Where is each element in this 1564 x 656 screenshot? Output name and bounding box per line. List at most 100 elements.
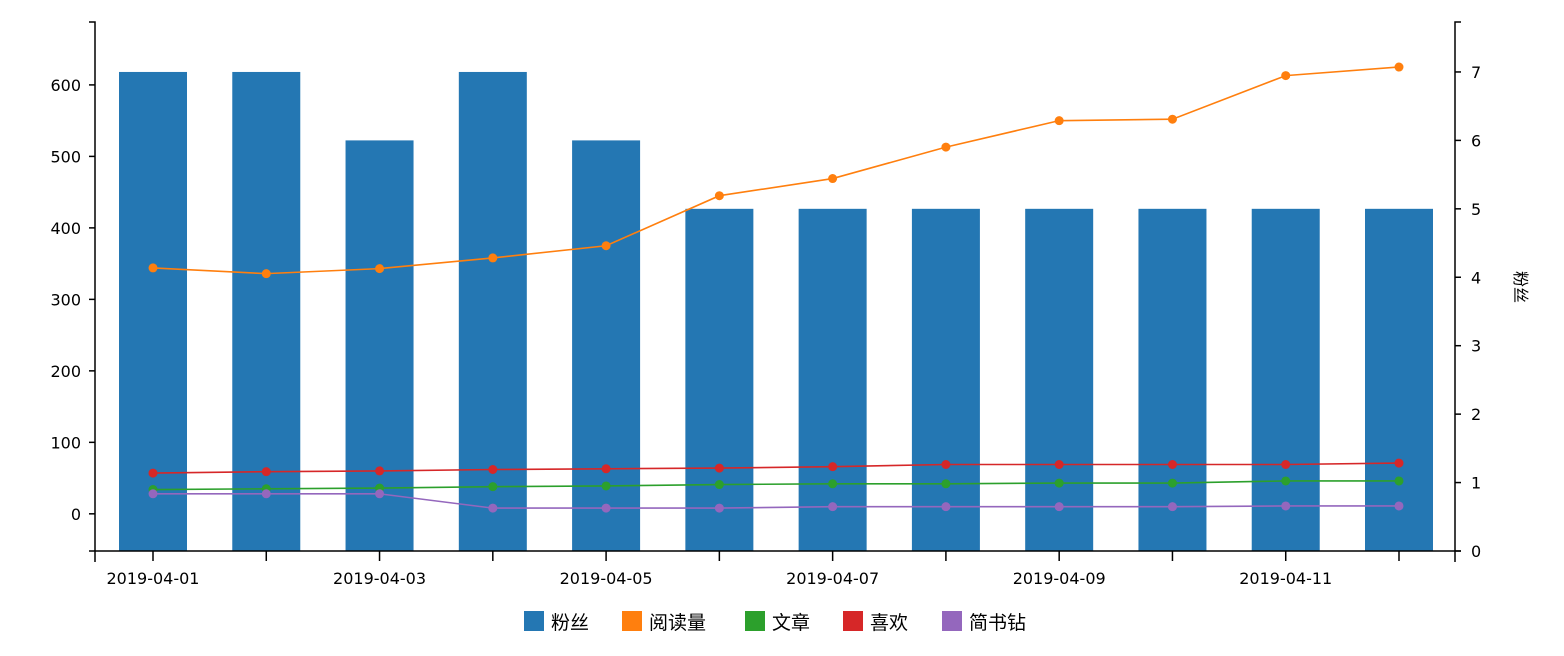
left-tick: 400 xyxy=(50,219,95,238)
tick-label: 6 xyxy=(1471,131,1481,150)
bar xyxy=(1365,208,1433,551)
data-point xyxy=(375,489,385,499)
tick-label: 100 xyxy=(50,433,81,452)
data-point xyxy=(1167,502,1177,512)
data-point xyxy=(261,269,271,279)
bar xyxy=(232,71,301,551)
right-tick: 1 xyxy=(1455,474,1481,493)
data-point xyxy=(1054,478,1064,488)
legend-item: 文章 xyxy=(745,611,810,634)
tick-label: 2 xyxy=(1471,405,1481,424)
legend-item: 喜欢 xyxy=(843,611,908,634)
tick-label: 0 xyxy=(1471,542,1481,561)
tick-label: 2019-04-05 xyxy=(560,569,653,588)
data-point xyxy=(1394,62,1404,72)
x-tick: 2019-04-09 xyxy=(1013,551,1106,588)
right-axis-line xyxy=(1454,21,1461,552)
lines-layer xyxy=(148,62,1404,513)
data-point xyxy=(148,263,158,273)
tick-label: 1 xyxy=(1471,474,1481,493)
data-point xyxy=(828,479,838,489)
legend-item: 粉丝 xyxy=(524,611,589,634)
data-point xyxy=(1281,476,1291,486)
legend-swatch xyxy=(745,611,765,631)
data-point xyxy=(1054,502,1064,512)
series-line xyxy=(152,462,1400,474)
bar xyxy=(345,140,414,552)
left-axis-line xyxy=(89,21,96,552)
legend: 粉丝 阅读量 文章 喜欢 简书钻 xyxy=(524,611,1026,634)
left-tick: 600 xyxy=(50,76,95,95)
bar xyxy=(119,71,187,551)
data-point xyxy=(375,264,385,274)
data-point xyxy=(601,503,611,513)
data-point xyxy=(828,174,838,184)
data-point xyxy=(1394,476,1404,486)
data-point xyxy=(148,489,158,499)
tick-label: 3 xyxy=(1471,337,1481,356)
tick-label: 7 xyxy=(1471,63,1481,82)
tick-label: 0 xyxy=(71,505,81,524)
x-tick: 2019-04-07 xyxy=(786,551,879,588)
tick-label: 400 xyxy=(50,219,81,238)
left-tick: 0 xyxy=(71,505,95,524)
x-tick: 2019-04-03 xyxy=(333,551,426,588)
x-tick: 2019-04-05 xyxy=(560,551,653,588)
data-point xyxy=(1394,501,1404,511)
data-point xyxy=(941,460,951,470)
left-tick: 300 xyxy=(50,290,95,309)
data-point xyxy=(261,489,271,499)
axes-layer: 0 100 200 300 400 500 600 0 1 2 3 4 5 6 7 2019-04-01 201… xyxy=(50,21,1481,588)
legend-label: 文章 xyxy=(772,612,810,634)
tick-label: 2019-04-11 xyxy=(1239,569,1332,588)
data-point xyxy=(1167,460,1177,470)
legend-item: 阅读量 xyxy=(622,611,706,634)
data-point xyxy=(828,462,838,472)
data-point xyxy=(601,241,611,251)
bars-layer xyxy=(119,71,1433,552)
data-point xyxy=(488,465,498,475)
data-point xyxy=(1167,478,1177,488)
legend-label: 喜欢 xyxy=(870,612,908,634)
data-point xyxy=(1054,460,1064,470)
x-tick: 2019-04-01 xyxy=(107,551,199,588)
right-tick: 5 xyxy=(1455,200,1481,219)
legend-swatch xyxy=(843,611,863,631)
right-tick: 6 xyxy=(1455,131,1481,150)
data-point xyxy=(941,142,951,152)
data-point xyxy=(488,503,498,513)
data-point xyxy=(1054,116,1064,126)
tick-label: 2019-04-07 xyxy=(786,569,879,588)
bar xyxy=(911,208,980,551)
bar xyxy=(1138,208,1207,551)
tick-label: 500 xyxy=(50,147,81,166)
data-point xyxy=(1281,71,1291,81)
tick-label: 5 xyxy=(1471,200,1481,219)
legend-swatch xyxy=(942,611,962,631)
tick-label: 2019-04-03 xyxy=(333,569,426,588)
data-point xyxy=(828,502,838,512)
data-point xyxy=(714,463,724,473)
tick-label: 4 xyxy=(1471,268,1481,287)
tick-label: 200 xyxy=(50,362,81,381)
data-point xyxy=(375,466,385,476)
tick-label: 2019-04-09 xyxy=(1013,569,1106,588)
data-point xyxy=(1281,501,1291,511)
legend-swatch xyxy=(622,611,642,631)
tick-label: 300 xyxy=(50,290,81,309)
left-tick: 200 xyxy=(50,362,95,381)
x-axis-line xyxy=(94,550,1456,562)
x-tick: 2019-04-11 xyxy=(1239,551,1332,588)
left-tick: 100 xyxy=(50,433,95,452)
legend-label: 阅读量 xyxy=(649,612,706,634)
right-tick: 7 xyxy=(1455,63,1481,82)
series-line xyxy=(153,493,1399,509)
series-line xyxy=(152,66,1400,275)
series-line xyxy=(152,480,1399,491)
data-point xyxy=(1167,114,1177,124)
data-point xyxy=(1281,460,1291,470)
data-point xyxy=(601,481,611,491)
right-tick: 2 xyxy=(1455,405,1481,424)
tick-label: 600 xyxy=(50,76,81,95)
